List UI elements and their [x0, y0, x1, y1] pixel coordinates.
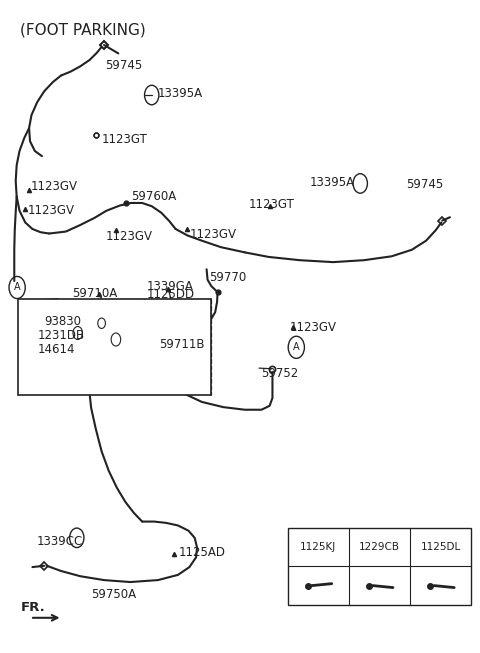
Text: 59752: 59752 [262, 367, 299, 380]
Text: 1339GA: 1339GA [147, 279, 194, 293]
Text: 59770: 59770 [209, 270, 246, 283]
Text: 1125DL: 1125DL [420, 542, 461, 552]
Text: 1123GV: 1123GV [28, 204, 74, 217]
Text: 1125DD: 1125DD [147, 288, 195, 301]
Text: (FOOT PARKING): (FOOT PARKING) [21, 23, 146, 38]
Text: FR.: FR. [21, 601, 45, 614]
Text: A: A [293, 342, 300, 353]
Text: 59745: 59745 [106, 59, 143, 72]
Bar [288, 528, 471, 605]
Text: 13395A: 13395A [309, 176, 354, 189]
Text: 59711B: 59711B [159, 338, 204, 351]
Text: 1125KJ: 1125KJ [300, 542, 336, 552]
Text: 59745: 59745 [406, 178, 444, 191]
Text: 1231DB: 1231DB [37, 329, 84, 342]
Text: 1123GV: 1123GV [190, 228, 237, 241]
Text: 59750A: 59750A [91, 588, 136, 601]
Text: 93830: 93830 [44, 315, 81, 328]
Text: 1229CB: 1229CB [359, 542, 400, 552]
Text: 59760A: 59760A [131, 190, 177, 203]
Text: 1123GT: 1123GT [249, 198, 294, 211]
Text: 1123GT: 1123GT [102, 133, 147, 146]
Text: 1123GV: 1123GV [290, 321, 337, 334]
Text: 14614: 14614 [37, 343, 75, 356]
Text: 1123GV: 1123GV [31, 180, 78, 193]
Text: 1339CC: 1339CC [36, 535, 83, 548]
Text: 13395A: 13395A [158, 88, 203, 100]
Text: A: A [14, 283, 21, 293]
Text: 1123GV: 1123GV [106, 231, 153, 244]
Text: 59710A: 59710A [72, 287, 117, 300]
Bar [18, 298, 211, 395]
Text: 1125AD: 1125AD [179, 547, 226, 559]
